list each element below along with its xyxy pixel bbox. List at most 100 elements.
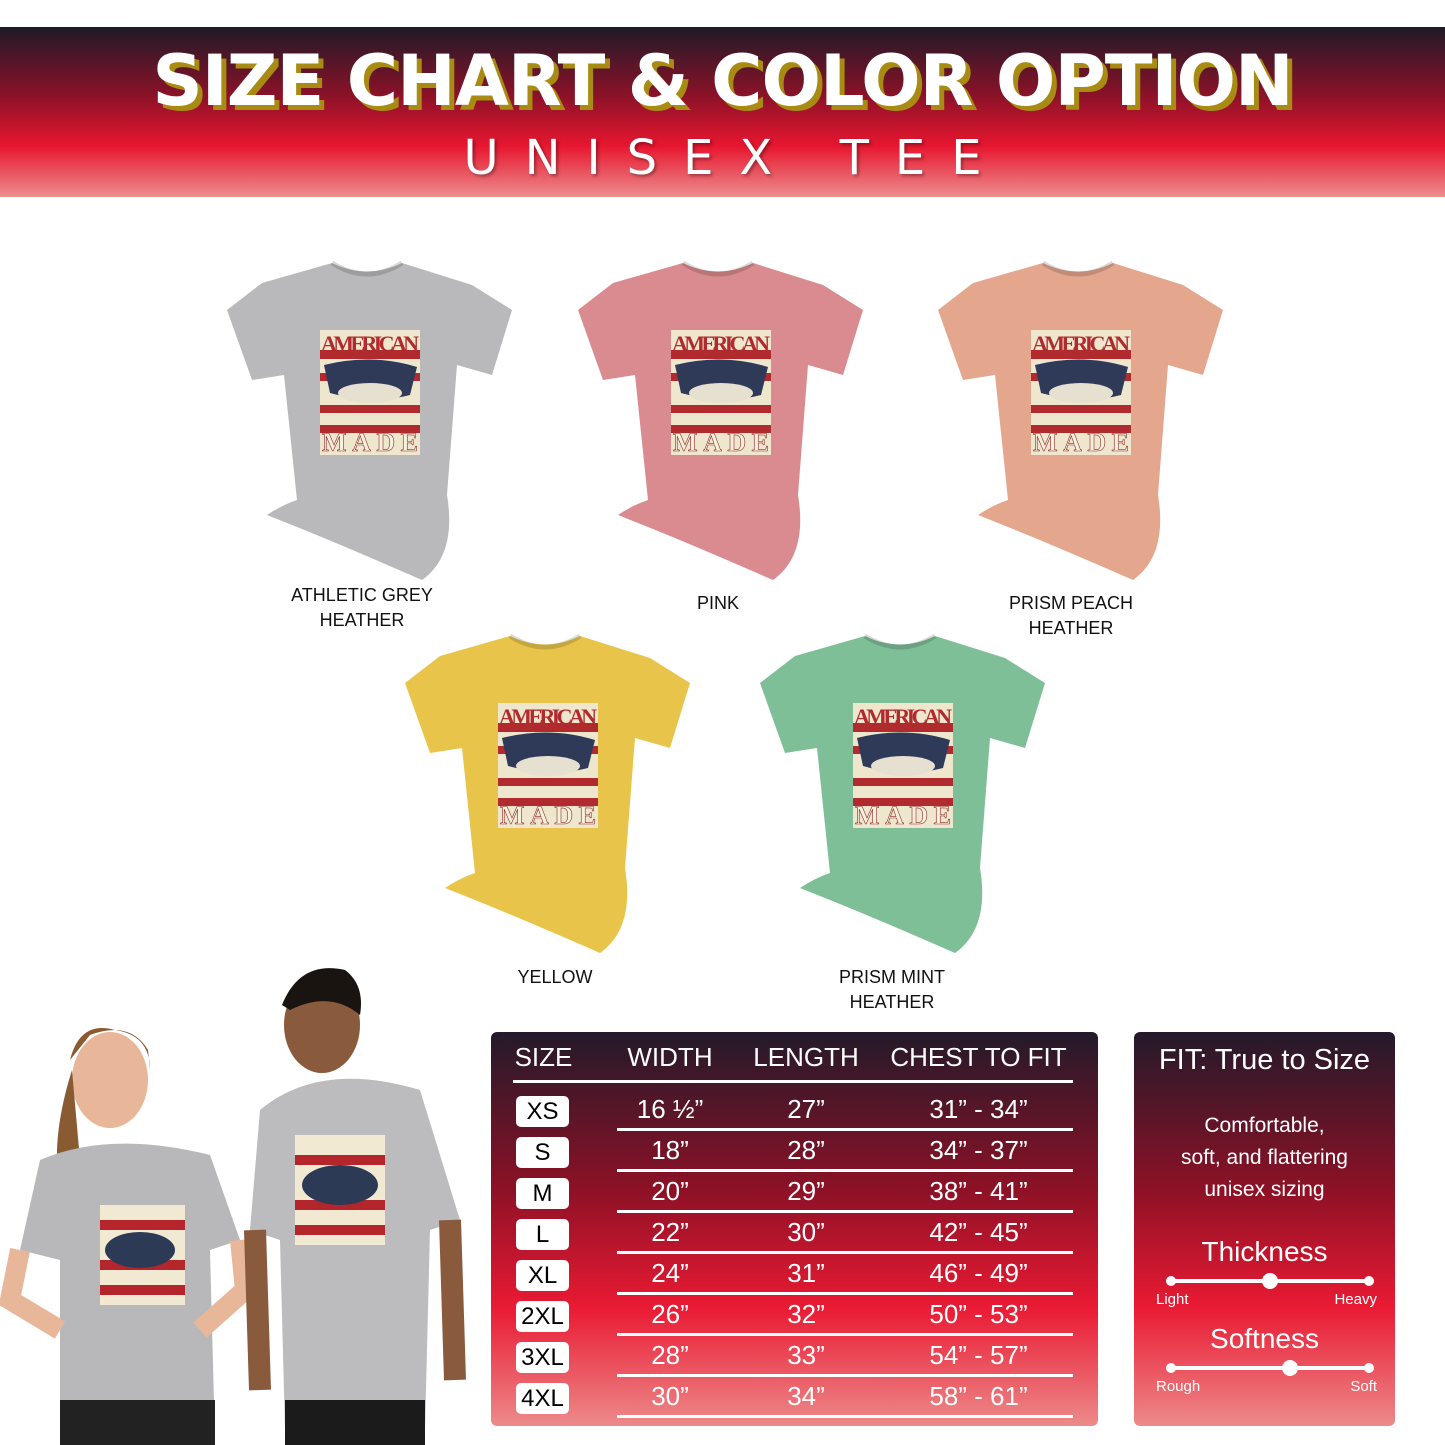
color-label: PRISM PEACH HEATHER <box>941 591 1201 641</box>
length-cell: 29” <box>787 1176 825 1206</box>
svg-text:MADE: MADE <box>1033 428 1129 457</box>
page-title: SIZE CHART & COLOR OPTION <box>152 40 1293 122</box>
tshirt-pink[interactable]: AMERICAN MADE <box>573 255 863 585</box>
models-photo <box>0 968 466 1445</box>
size-chart-table: SIZE WIDTH LENGTH CHEST TO FIT XS 16 ½” … <box>491 1032 1098 1426</box>
size-badge: 2XL <box>516 1301 569 1332</box>
woman-model <box>0 1028 256 1445</box>
softness-label: Softness <box>1210 1323 1319 1354</box>
chest-cell: 34” - 37” <box>929 1135 1028 1165</box>
table-row: XS 16 ½” 27” 31” - 34” <box>491 1092 1098 1133</box>
scale-end-dot <box>1166 1363 1176 1373</box>
svg-text:AMERICAN: AMERICAN <box>854 704 952 729</box>
svg-text:AMERICAN: AMERICAN <box>321 331 419 356</box>
svg-text:AMERICAN: AMERICAN <box>672 331 770 356</box>
thickness-scale <box>1166 1273 1374 1289</box>
header-chest: CHEST TO FIT <box>890 1042 1067 1072</box>
chest-cell: 50” - 53” <box>929 1299 1028 1329</box>
size-badge: XS <box>516 1096 569 1127</box>
svg-text:MADE: MADE <box>855 801 951 830</box>
color-label-line: HEATHER <box>1028 618 1114 638</box>
row-divider <box>617 1415 1073 1418</box>
svg-text:MADE: MADE <box>500 801 596 830</box>
row-divider <box>617 1128 1073 1131</box>
chest-cell: 58” - 61” <box>929 1381 1028 1411</box>
thickness-max: Heavy <box>1334 1291 1377 1308</box>
table-row: L 22” 30” 42” - 45” <box>491 1215 1098 1256</box>
thickness-label: Thickness <box>1201 1236 1328 1267</box>
header-width: WIDTH <box>627 1042 713 1072</box>
color-label-line: ATHLETIC GREY <box>291 585 433 605</box>
header-banner <box>0 27 1445 197</box>
length-cell: 28” <box>787 1135 825 1165</box>
tshirt-athletic-grey-heather[interactable]: AMERICAN MADE <box>222 255 512 585</box>
row-divider <box>617 1210 1073 1213</box>
svg-text:MADE: MADE <box>322 428 418 457</box>
fit-description-line: unisex sizing <box>1204 1178 1325 1201</box>
tshirt-prism-peach-heather[interactable]: AMERICAN MADE <box>933 255 1223 585</box>
row-divider <box>617 1292 1073 1295</box>
color-label-line: PINK <box>696 593 739 613</box>
chest-cell: 46” - 49” <box>929 1258 1028 1288</box>
length-cell: 27” <box>787 1094 825 1124</box>
fit-description: Comfortable, soft, and flattering unisex… <box>1134 1110 1395 1206</box>
svg-text:AMERICAN: AMERICAN <box>1032 331 1130 356</box>
scale-end-dot <box>1364 1276 1374 1286</box>
color-label-line: HEATHER <box>319 610 405 630</box>
size-badge: XL <box>516 1260 569 1291</box>
fit-title: FIT: True to Size <box>1158 1044 1371 1076</box>
chest-cell: 38” - 41” <box>929 1176 1028 1206</box>
width-cell: 18” <box>651 1135 689 1165</box>
scale-end-dot <box>1364 1363 1374 1373</box>
row-divider <box>617 1169 1073 1172</box>
length-cell: 33” <box>787 1340 825 1370</box>
tshirt-prism-mint-heather[interactable]: AMERICAN MADE <box>755 628 1045 958</box>
fit-description-line: Comfortable, <box>1204 1114 1325 1137</box>
table-row: XL 24” 31” 46” - 49” <box>491 1256 1098 1297</box>
man-model <box>244 968 466 1445</box>
tshirt-yellow[interactable]: AMERICAN MADE <box>400 628 690 958</box>
softness-max: Soft <box>1350 1378 1377 1395</box>
size-badge: L <box>516 1219 569 1250</box>
softness-scale <box>1166 1360 1374 1376</box>
size-badge: S <box>516 1137 569 1168</box>
page-subtitle: UNISEX TEE <box>463 130 1008 186</box>
svg-text:AMERICAN: AMERICAN <box>499 704 597 729</box>
row-divider <box>617 1374 1073 1377</box>
color-label: PINK <box>588 591 848 616</box>
width-cell: 30” <box>651 1381 689 1411</box>
color-label: ATHLETIC GREY HEATHER <box>232 583 492 633</box>
chest-cell: 31” - 34” <box>929 1094 1028 1124</box>
color-label-line: YELLOW <box>517 967 593 987</box>
color-label: YELLOW <box>425 965 685 990</box>
table-row: 3XL 28” 33” 54” - 57” <box>491 1338 1098 1379</box>
softness-min: Rough <box>1156 1378 1201 1395</box>
fit-panel: FIT: True to Size Comfortable, soft, and… <box>1134 1032 1395 1426</box>
width-cell: 20” <box>651 1176 689 1206</box>
table-row: M 20” 29” 38” - 41” <box>491 1174 1098 1215</box>
color-label-line: HEATHER <box>849 992 935 1012</box>
color-label-line: PRISM PEACH <box>1008 593 1134 613</box>
color-label: PRISM MINT HEATHER <box>762 965 1022 1015</box>
svg-text:MADE: MADE <box>673 428 769 457</box>
table-row: S 18” 28” 34” - 37” <box>491 1133 1098 1174</box>
width-cell: 26” <box>651 1299 689 1329</box>
length-cell: 32” <box>787 1299 825 1329</box>
table-row: 2XL 26” 32” 50” - 53” <box>491 1297 1098 1338</box>
width-cell: 28” <box>651 1340 689 1370</box>
length-cell: 31” <box>787 1258 825 1288</box>
header-length: LENGTH <box>753 1042 859 1072</box>
thickness-level-marker <box>1262 1273 1278 1289</box>
length-cell: 30” <box>787 1217 825 1247</box>
length-cell: 34” <box>787 1381 825 1411</box>
chest-cell: 42” - 45” <box>929 1217 1028 1247</box>
size-badge: 4XL <box>516 1383 569 1414</box>
chest-cell: 54” - 57” <box>929 1340 1028 1370</box>
table-row: 4XL 30” 34” 58” - 61” <box>491 1379 1098 1420</box>
thickness-min: Light <box>1156 1291 1189 1308</box>
row-divider <box>617 1251 1073 1254</box>
scale-end-dot <box>1166 1276 1176 1286</box>
color-label-line: PRISM MINT <box>839 967 945 987</box>
fit-description-line: soft, and flattering <box>1181 1146 1348 1169</box>
width-cell: 22” <box>651 1217 689 1247</box>
